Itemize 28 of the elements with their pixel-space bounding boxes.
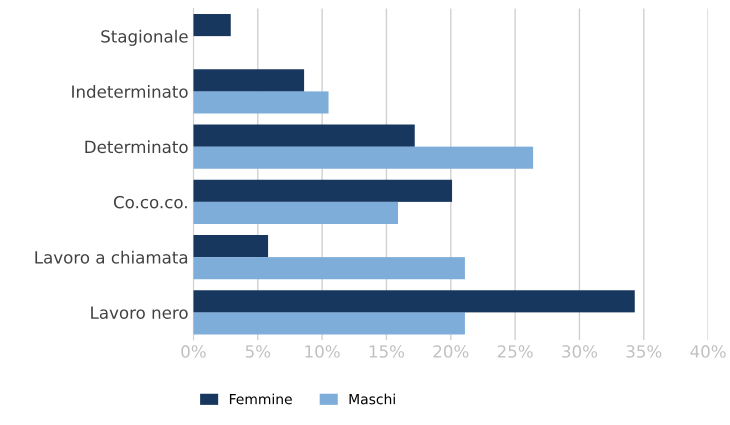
x-tick-label: 25%	[498, 345, 533, 358]
x-tick-label: 0%	[181, 345, 206, 358]
x-tick-label: 5%	[246, 345, 270, 358]
legend-label: Femmine	[230, 394, 292, 404]
y-tick-label: Stagionale	[101, 30, 188, 46]
y-tick-label: Determinato	[85, 140, 188, 154]
x-tick-label: 30%	[562, 345, 598, 358]
y-tick-label: Co.co.co.	[114, 196, 187, 208]
bar	[193, 14, 231, 36]
x-tick-label: 40%	[690, 345, 726, 358]
bar	[193, 91, 329, 114]
x-tick-label: 10%	[305, 345, 340, 358]
bar	[193, 312, 465, 334]
bar	[193, 146, 534, 169]
bar	[193, 69, 304, 92]
x-tick-label: 35%	[626, 345, 662, 358]
legend-label: Maschi	[350, 394, 395, 404]
bar	[193, 235, 268, 258]
bar	[193, 202, 398, 224]
y-tick-label: Lavoro a chiamata	[35, 250, 188, 264]
bar	[193, 257, 465, 280]
y-tick-label: Lavoro nero	[91, 306, 188, 319]
bar	[193, 180, 452, 202]
bar	[193, 290, 635, 312]
x-tick-label: 15%	[370, 345, 404, 358]
bar	[193, 124, 415, 147]
y-tick-label: Indeterminato	[72, 85, 188, 98]
x-tick-label: 20%	[433, 345, 468, 358]
